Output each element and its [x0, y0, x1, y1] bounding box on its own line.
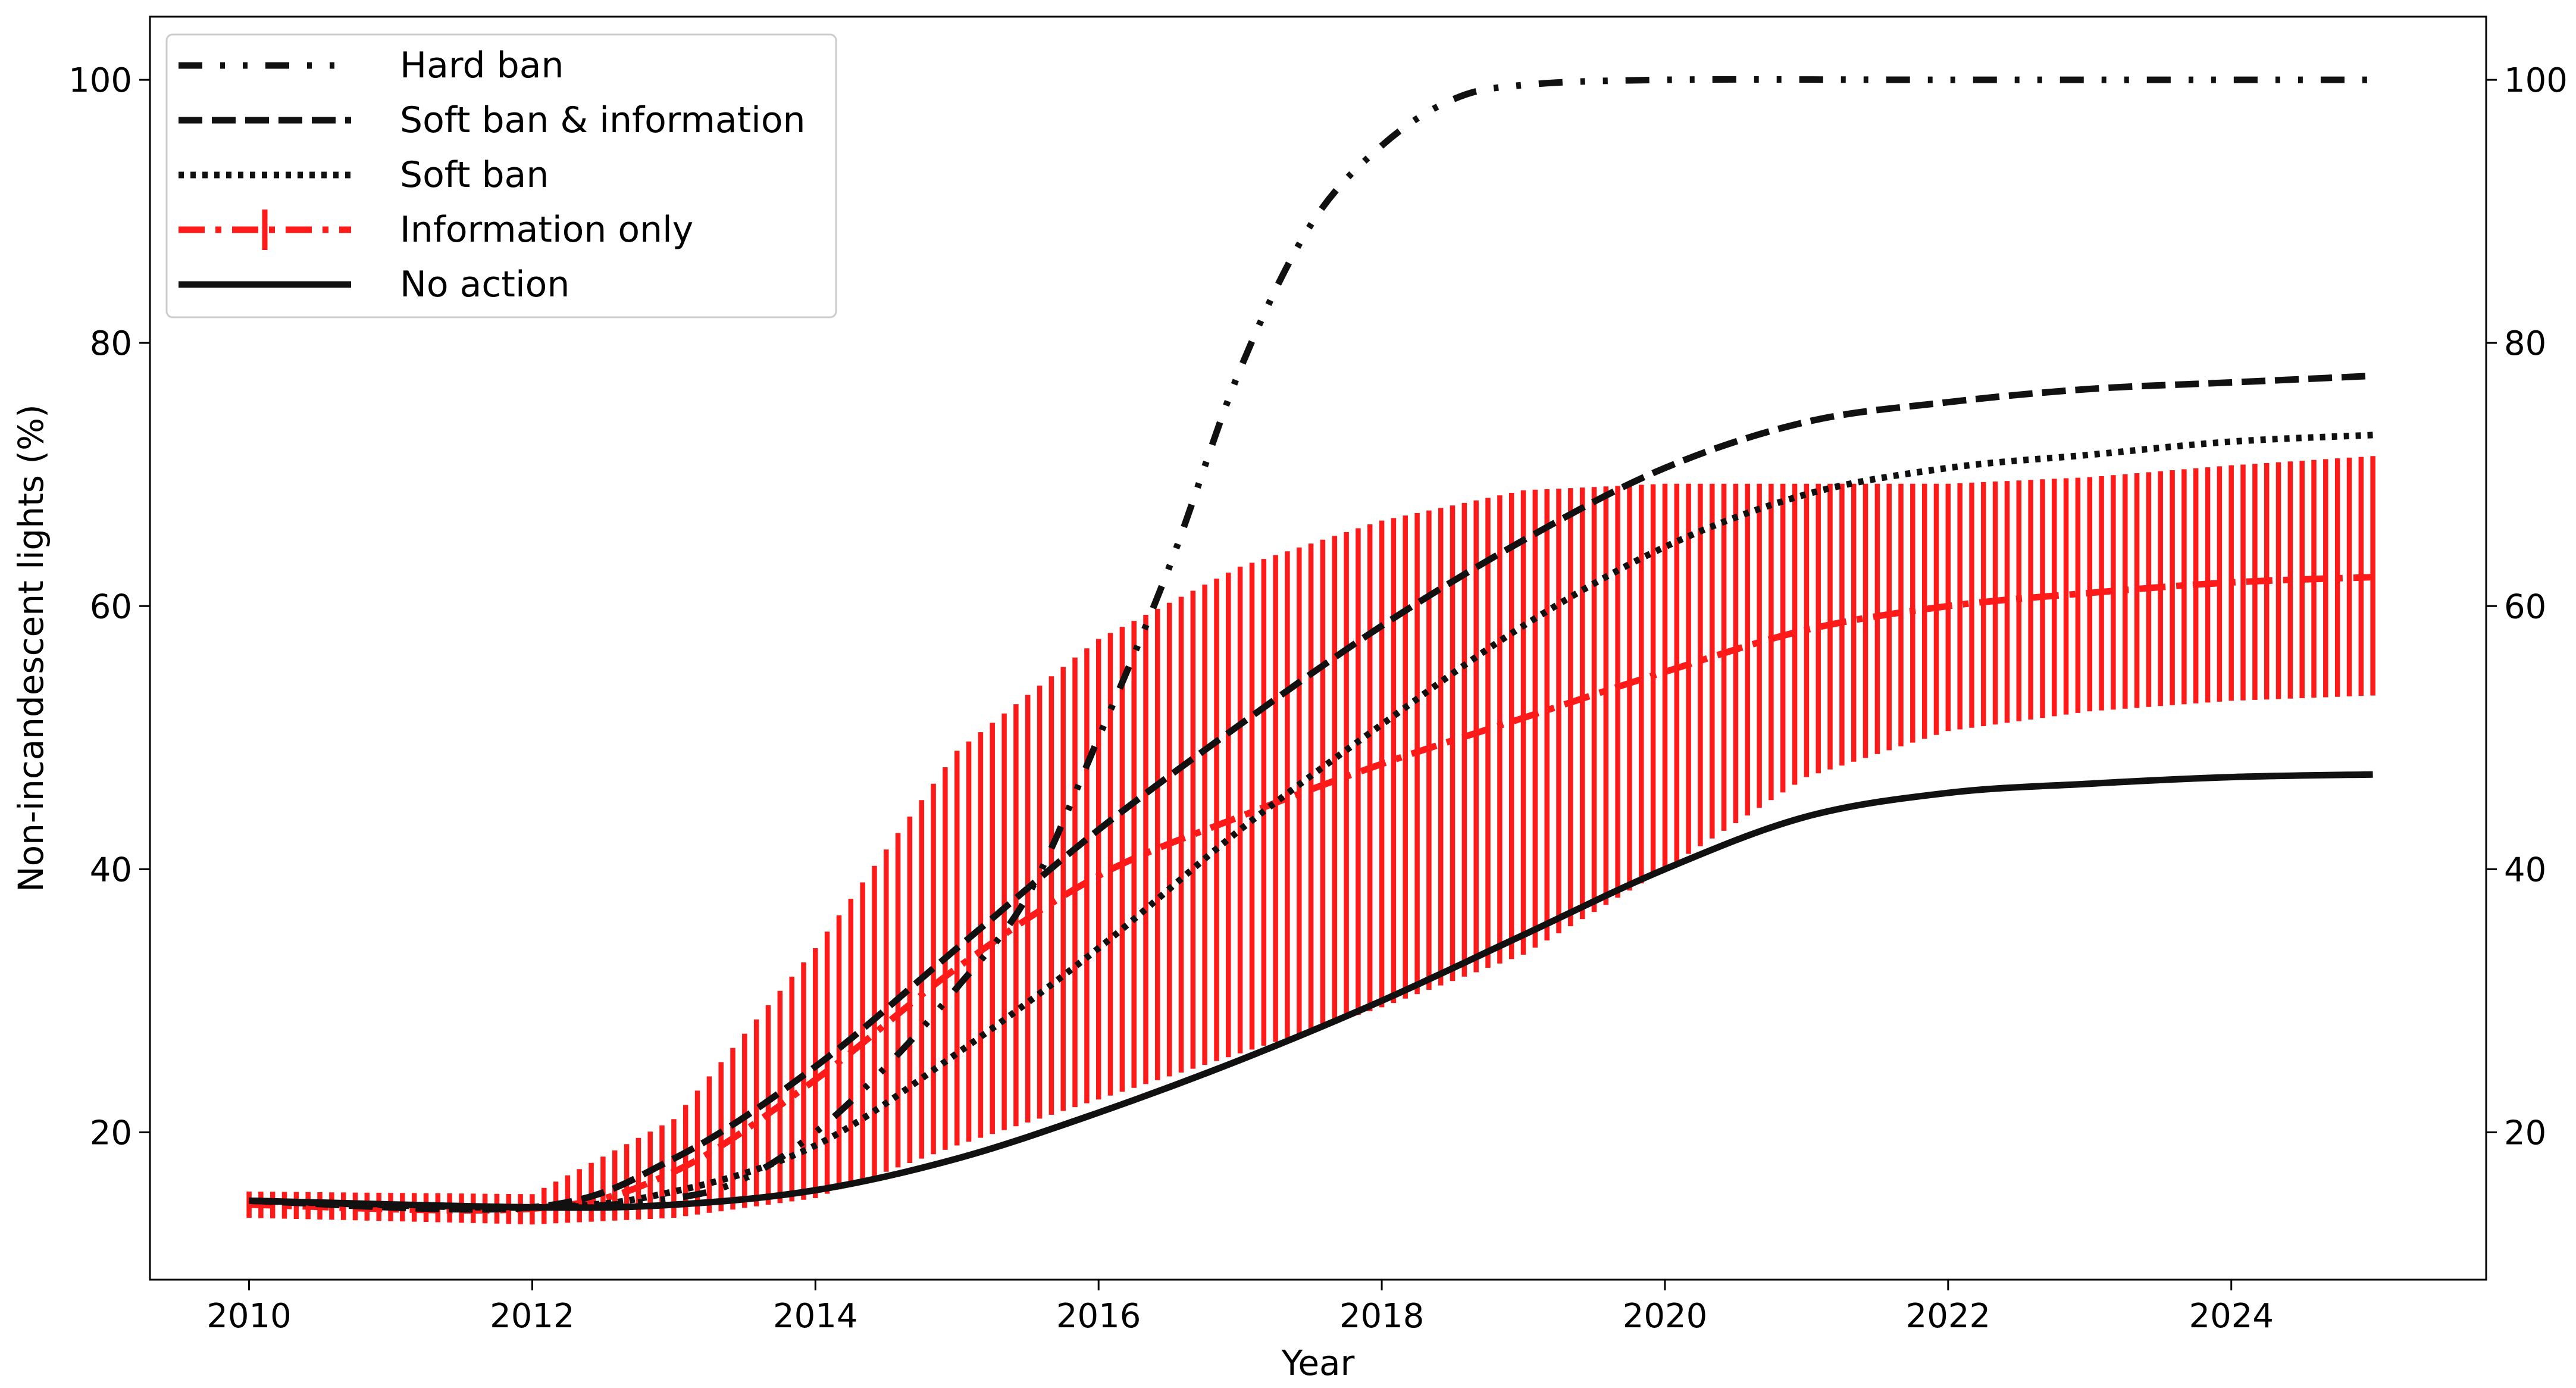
y-axis-title: Non-incandescent lights (%) [11, 404, 51, 892]
y-tick-label-right: 80 [2504, 324, 2546, 363]
y-tick-label-left: 60 [90, 587, 132, 626]
legend-label: Soft ban & information [400, 99, 806, 141]
plot-frame [149, 15, 2487, 1281]
legend-box [165, 33, 837, 318]
y-tick-label-left: 20 [90, 1114, 132, 1152]
x-tick-label: 2022 [1906, 1297, 1991, 1336]
x-tick-label: 2016 [1056, 1297, 1141, 1336]
legend-label: Hard ban [400, 45, 564, 86]
plot-layer [246, 76, 2375, 1225]
x-tick-label: 2024 [2189, 1297, 2274, 1336]
y-tick-label-left: 80 [90, 324, 132, 363]
y-tick-label-left: 40 [90, 851, 132, 889]
legend-label: No action [400, 264, 569, 305]
legend-label: Soft ban [400, 154, 549, 196]
series-line-no-action [249, 771, 2373, 1211]
y-tick-label-left: 100 [68, 61, 132, 100]
legend: Hard ban Soft ban & information Soft ban In… [165, 33, 837, 318]
y-tick-label-right: 40 [2504, 851, 2546, 889]
x-tick-label: 2012 [490, 1297, 575, 1336]
series-line-information-only [249, 574, 2373, 1214]
series-line-soft-ban [249, 432, 2373, 1211]
x-tick-label: 2010 [206, 1297, 292, 1336]
y-tick-label-right: 100 [2504, 61, 2568, 100]
error-bars-information-only [246, 456, 2375, 1225]
x-tick-label: 2014 [773, 1297, 858, 1336]
x-axis-title: Year [1281, 1343, 1355, 1383]
x-tick-label: 2020 [1623, 1297, 1708, 1336]
y-tick-label-right: 20 [2504, 1114, 2546, 1152]
legend-label: Information only [400, 209, 693, 251]
series-line-soft-ban-information [249, 372, 2373, 1213]
y-tick-label-right: 60 [2504, 587, 2546, 626]
x-tick-label: 2018 [1339, 1297, 1425, 1336]
